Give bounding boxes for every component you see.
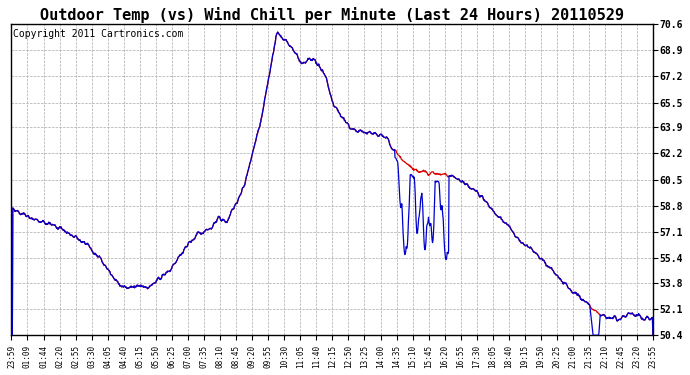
Title: Outdoor Temp (vs) Wind Chill per Minute (Last 24 Hours) 20110529: Outdoor Temp (vs) Wind Chill per Minute … xyxy=(41,7,624,23)
Text: Copyright 2011 Cartronics.com: Copyright 2011 Cartronics.com xyxy=(12,29,183,39)
